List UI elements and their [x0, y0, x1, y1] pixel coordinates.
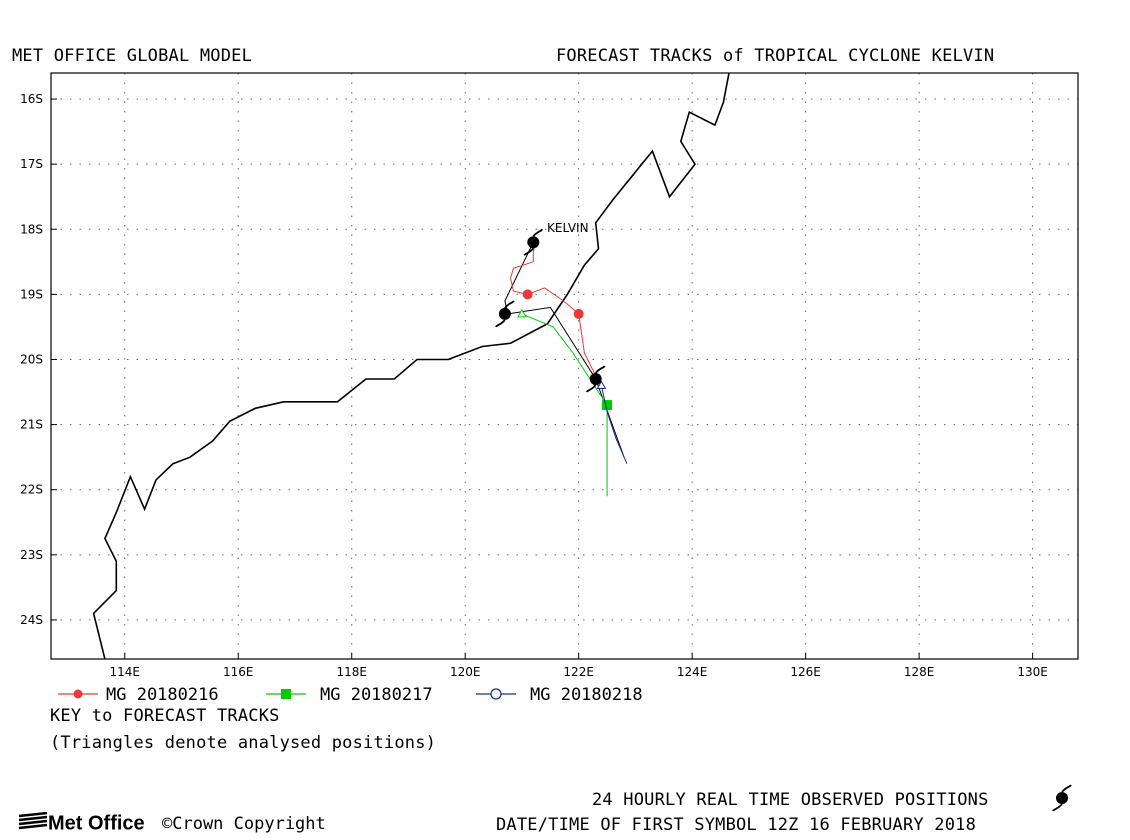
track-mg-20180217 — [517, 308, 613, 497]
lat-label: 24S — [20, 613, 43, 627]
legend-label: MG 20180216 — [106, 685, 219, 705]
key-title: KEY to FORECAST TRACKS — [50, 706, 280, 726]
cyclone-symbol-icon — [495, 300, 515, 328]
legend-label: MG 20180218 — [530, 685, 643, 705]
header-right-title: FORECAST TRACKS of TROPICAL CYCLONE KELV… — [556, 46, 995, 66]
lat-label: 17S — [20, 157, 43, 171]
cyclone-symbol-icon — [523, 228, 544, 256]
lon-label: 130E — [1017, 665, 1048, 679]
analysed-triangle — [596, 380, 607, 390]
logo-swoosh-icon — [18, 811, 48, 836]
lat-label: 22S — [20, 483, 43, 497]
header-left-title: MET OFFICE GLOBAL MODEL — [12, 46, 253, 66]
legend-item-mg-20180217: MG 20180217 — [266, 685, 433, 705]
lon-label: 122E — [563, 665, 594, 679]
cyclone-symbol-icon — [585, 365, 606, 393]
brand-name: Met Office — [48, 812, 145, 835]
legend-item-mg-20180216: MG 20180216 — [58, 685, 219, 705]
coastline — [92, 73, 730, 659]
lat-label: 20S — [20, 352, 43, 366]
copyright: ©Crown Copyright — [162, 814, 326, 834]
latitude-labels: 16S 17S 18S 19S 20S 21S 22S 23S 24S — [20, 92, 43, 627]
met-office-logo: Met Office — [18, 811, 145, 836]
legend-item-mg-20180218: MG 20180218 — [476, 685, 643, 705]
first-symbol-date: DATE/TIME OF FIRST SYMBOL 12Z 16 FEBRUAR… — [496, 815, 977, 835]
key-note: (Triangles denote analysed positions) — [50, 733, 437, 753]
lon-label: 118E — [336, 665, 367, 679]
track-line — [521, 313, 608, 497]
lat-label: 19S — [20, 287, 43, 301]
observed-positions — [495, 228, 606, 393]
track-marker — [602, 400, 613, 411]
forecast-tracks — [504, 238, 628, 497]
track-line — [510, 238, 597, 377]
longitude-labels: 114E 116E 118E 120E 122E 124E 126E 128E 130E — [110, 665, 1048, 679]
lon-label: 124E — [677, 665, 708, 679]
lon-label: 114E — [110, 665, 141, 679]
lat-label: 18S — [20, 222, 43, 236]
lon-label: 116E — [223, 665, 254, 679]
observed-note: 24 HOURLY REAL TIME OBSERVED POSITIONS — [592, 790, 989, 810]
track-mg-20180216 — [510, 238, 597, 377]
legend-label: MG 20180217 — [320, 685, 433, 705]
track-mg-20180218 — [595, 375, 628, 464]
lat-label: 16S — [20, 92, 43, 106]
graticule — [51, 73, 1078, 659]
cyclone-symbol-icon — [1052, 784, 1072, 812]
map-frame — [50, 72, 1079, 660]
track-marker — [573, 308, 584, 319]
lon-label: 126E — [790, 665, 821, 679]
lat-label: 21S — [20, 418, 43, 432]
lon-label: 128E — [904, 665, 935, 679]
lon-label: 120E — [450, 665, 481, 679]
legend: MG 20180216 MG 20180217 MG 20180218 — [58, 685, 643, 705]
track-marker — [522, 289, 533, 300]
observed-track-line — [504, 242, 625, 458]
storm-name-label: KELVIN — [547, 221, 589, 235]
analysed-triangle — [517, 308, 527, 318]
lat-label: 23S — [20, 548, 43, 562]
